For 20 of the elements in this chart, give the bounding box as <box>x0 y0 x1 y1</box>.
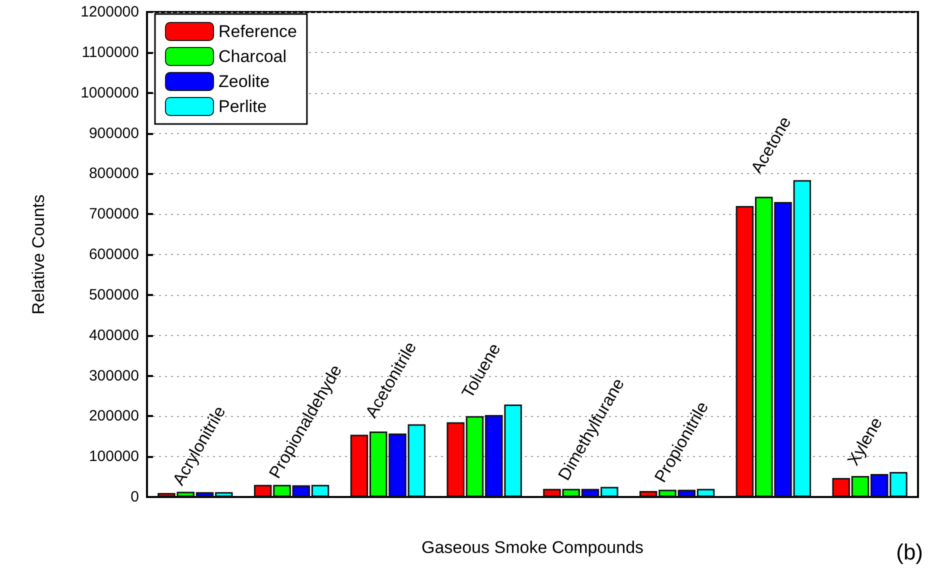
y-tick-label: 600000 <box>88 246 139 263</box>
y-tick-label: 200000 <box>88 408 139 425</box>
y-tick-label: 500000 <box>88 286 139 304</box>
y-axis-title: Relative Counts <box>29 194 48 315</box>
text: (b) <box>896 540 924 564</box>
y-tick-label: 1000000 <box>80 84 139 102</box>
y-tick-label: 900000 <box>88 124 139 142</box>
y-tick-label: 100000 <box>88 448 139 466</box>
y-tick-label: 400000 <box>88 326 139 344</box>
legend-label: Perlite <box>218 97 267 116</box>
y-tick-label: 800000 <box>88 165 139 182</box>
x-axis-title: Gaseous Smoke Compounds <box>421 538 644 557</box>
legend-label: Reference <box>218 22 297 41</box>
y-tick-label: 0 <box>130 488 139 506</box>
y-tick-label: 700000 <box>88 206 139 223</box>
legend-label: Zeolite <box>218 72 270 91</box>
y-tick-label: 1100000 <box>82 44 139 61</box>
legend-label: Charcoal <box>218 47 287 66</box>
y-tick-label: 1200000 <box>80 4 139 20</box>
y-tick-label: 300000 <box>88 367 139 384</box>
